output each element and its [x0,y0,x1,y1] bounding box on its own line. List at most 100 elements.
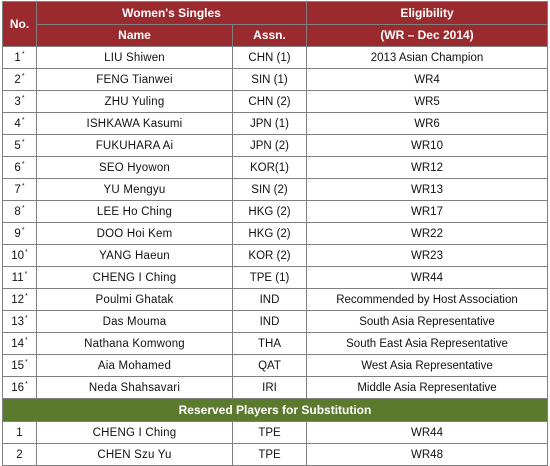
row-number-value: 13 [11,315,25,328]
player-assn: IRI [232,376,307,399]
row-number: 6* [2,156,37,179]
table-row: 9* DOO Hoi Kem HKG (2) WR22 [2,222,548,245]
player-assn: SIN (1) [232,68,307,91]
table-row: 11* CHENG I Ching TPE (1) WR44 [2,266,548,289]
header-eligibility-sub: (WR – Dec 2014) [306,23,548,47]
reserved-row: 2 CHEN Szu Yu TPE WR48 [2,443,548,466]
row-number-value: 10 [11,249,25,262]
player-name: LEE Ho Ching [36,200,233,223]
table-row: 7* YU Mengyu SIN (2) WR13 [2,178,548,201]
player-name: YU Mengyu [36,178,233,201]
row-number-value: 9 [14,227,21,240]
table-row: 14* Nathana Komwong THA South East Asia Rep… [2,332,548,355]
seed-mark: * [24,271,28,279]
row-number: 10* [2,244,37,267]
player-name: CHENG I Ching [36,266,233,289]
header-name: Name [36,23,233,47]
reserved-row: 1 CHENG I Ching TPE WR44 [2,421,548,444]
player-eligibility: WR13 [306,178,548,201]
table-row: 2* FENG Tianwei SIN (1) WR4 [2,68,548,91]
player-assn: CHN (1) [232,46,307,69]
player-eligibility: WR4 [306,68,548,91]
row-number: 8* [2,200,37,223]
player-name: Aia Mohamed [36,354,233,377]
players-body: 1* LIU Shiwen CHN (1) 2013 Asian Champion 2*… [2,46,548,399]
row-number-value: 4 [14,117,21,130]
seed-mark: * [21,161,25,169]
reserved-title: Reserved Players for Substitution [2,398,548,422]
player-name: Neda Shahsavari [36,376,233,399]
reserved-name: CHEN Szu Yu [36,443,233,466]
row-number: 9* [2,222,37,245]
player-assn: THA [232,332,307,355]
player-name: LIU Shiwen [36,46,233,69]
player-name: ZHU Yuling [36,90,233,113]
reserved-assn: TPE [232,443,307,466]
row-number: 16* [2,376,37,399]
reserved-number: 2 [2,443,37,466]
seed-mark: * [21,205,25,213]
row-number: 3* [2,90,37,113]
row-number-value: 3 [14,95,21,108]
row-number-value: 16 [11,381,25,394]
seed-mark: * [21,117,25,125]
seed-mark: * [21,183,25,191]
player-assn: QAT [232,354,307,377]
header-no: No. [2,1,37,47]
reserved-name: CHENG I Ching [36,421,233,444]
table-row: 15* Aia Mohamed QAT West Asia Representativ… [2,354,548,377]
table-row: 13* Das Mouma IND South Asia Representative [2,310,548,333]
player-eligibility: West Asia Representative [306,354,548,377]
row-number-value: 14 [11,337,25,350]
player-eligibility: WR6 [306,112,548,135]
player-assn: IND [232,310,307,333]
table-row: 3* ZHU Yuling CHN (2) WR5 [2,90,548,113]
row-number: 11* [2,266,37,289]
reserved-header-row: Reserved Players for Substitution [2,398,548,422]
row-number: 15* [2,354,37,377]
player-eligibility: 2013 Asian Champion [306,46,548,69]
row-number-value: 5 [14,139,21,152]
seed-mark: * [21,227,25,235]
player-eligibility: WR22 [306,222,548,245]
player-name: SEO Hyowon [36,156,233,179]
header-assn: Assn. [232,23,307,47]
player-name: DOO Hoi Kem [36,222,233,245]
table-row: 4* ISHKAWA Kasumi JPN (1) WR6 [2,112,548,135]
row-number-value: 11 [11,271,24,284]
player-eligibility: WR5 [306,90,548,113]
row-number: 2* [2,68,37,91]
player-name: ISHKAWA Kasumi [36,112,233,135]
player-eligibility: WR23 [306,244,548,267]
player-eligibility: WR44 [306,266,548,289]
seed-mark: * [21,95,25,103]
row-number-value: 1 [14,51,21,64]
player-assn: KOR(1) [232,156,307,179]
row-number: 5* [2,134,37,157]
player-assn: HKG (2) [232,222,307,245]
seed-mark: * [25,315,28,323]
player-eligibility: Middle Asia Representative [306,376,548,399]
seed-mark: * [21,51,25,59]
reserved-eligibility: WR48 [306,443,548,466]
player-eligibility: Recommended by Host Association [306,288,548,311]
seed-mark: * [25,337,28,345]
player-assn: JPN (1) [232,112,307,135]
table-row: 16* Neda Shahsavari IRI Middle Asia Represe… [2,376,548,399]
table-row: 8* LEE Ho Ching HKG (2) WR17 [2,200,548,223]
row-number-value: 8 [14,205,21,218]
row-number-value: 6 [14,161,21,174]
header-eligibility: Eligibility [306,1,548,25]
row-number: 14* [2,332,37,355]
player-assn: JPN (2) [232,134,307,157]
row-number: 1* [2,46,37,69]
player-name: FENG Tianwei [36,68,233,91]
player-name: FUKUHARA Ai [36,134,233,157]
seed-mark: * [21,73,25,81]
player-name: YANG Haeun [36,244,233,267]
player-name: Das Mouma [36,310,233,333]
table-row: 10* YANG Haeun KOR (2) WR23 [2,244,548,267]
reserved-body: 1 CHENG I Ching TPE WR44 2 CHEN Szu Yu TPE WR48 [2,421,548,466]
